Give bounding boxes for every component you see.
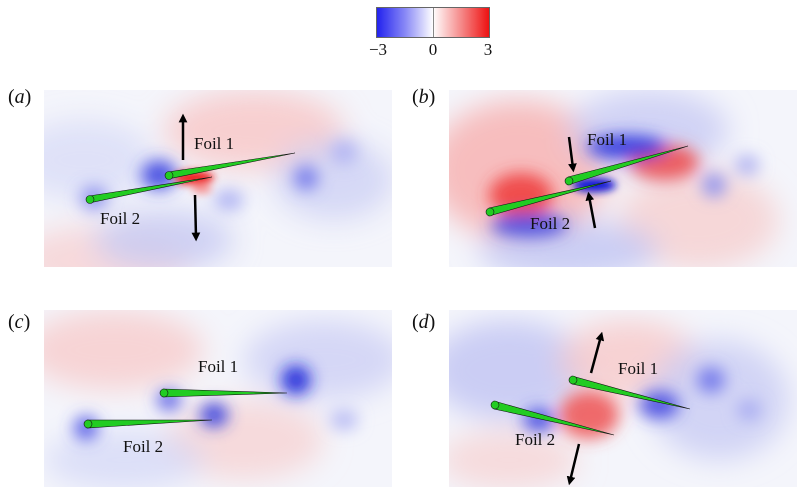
- panel-d: Foil 1 Foil 2: [449, 310, 797, 487]
- colorbar-zero-line: [433, 8, 434, 37]
- panel-label-d: (d): [412, 311, 436, 333]
- panel-c: Foil 1 Foil 2: [44, 310, 392, 487]
- panel-label-b: (b): [412, 86, 436, 108]
- colorbar-min-label: −3: [368, 40, 388, 59]
- foil-1-label: Foil 1: [198, 357, 238, 376]
- foil-2-label: Foil 2: [123, 437, 163, 456]
- foil-2-label: Foil 2: [530, 214, 570, 233]
- colorbar-max-label: 3: [483, 40, 493, 59]
- foil-2-label: Foil 2: [100, 209, 140, 228]
- panel-label-c: (c): [8, 311, 31, 333]
- panel-b: Foil 1 Foil 2: [449, 90, 797, 267]
- panel-label-a: (a): [8, 86, 32, 108]
- foil-1-label: Foil 1: [194, 134, 234, 153]
- panel-a: Foil 1 Foil 2: [44, 90, 392, 267]
- arrow-down: [191, 194, 201, 242]
- colorbar-mid-label: 0: [428, 40, 438, 59]
- foil-1-label: Foil 1: [587, 130, 627, 149]
- foil-1-label: Foil 1: [618, 359, 658, 378]
- foil-2-label: Foil 2: [515, 430, 555, 449]
- colorbar: [376, 7, 490, 38]
